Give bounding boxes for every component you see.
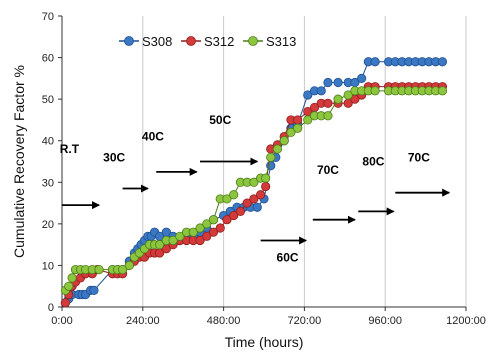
data-point (370, 86, 380, 96)
x-tick-label: 720:00 (288, 315, 322, 327)
data-point (261, 181, 271, 192)
y-tick-label: 0 (48, 302, 54, 314)
x-tick-label: 960:00 (368, 315, 402, 327)
stage-arrows (62, 157, 451, 245)
data-point (215, 223, 225, 233)
data-point (293, 123, 303, 133)
data-point (202, 231, 212, 241)
data-point (249, 194, 259, 204)
data-point (279, 136, 289, 146)
data-point (249, 177, 259, 187)
data-point (229, 210, 239, 221)
data-point (323, 77, 333, 88)
data-point (208, 215, 219, 225)
data-point (188, 227, 198, 237)
data-point (357, 73, 367, 83)
axes (61, 16, 466, 308)
tick-labels: 0 10 20 30 40 50 60 70 0:00 240:00 480:00 720:00 960… (42, 11, 486, 327)
data-point (175, 231, 185, 241)
y-tick-label: 20 (42, 219, 54, 231)
legend: S308 S312 S313 (119, 34, 296, 49)
data-point (256, 190, 266, 200)
stage-label: 50C (209, 113, 231, 127)
data-point (316, 86, 326, 96)
legend-label: S312 (204, 34, 234, 49)
data-point (67, 273, 77, 283)
data-point (208, 227, 219, 237)
data-point (195, 223, 205, 233)
stage-label: 40C (142, 130, 164, 144)
y-tick-label: 10 (42, 260, 54, 272)
stage-label: 70C (408, 151, 430, 165)
data-point (303, 115, 313, 125)
data-point (333, 77, 343, 88)
data-point (286, 127, 296, 137)
data-point (118, 264, 128, 275)
data-point (323, 111, 333, 121)
legend-label: S313 (266, 34, 296, 49)
data-point (261, 173, 271, 183)
legend-marker (186, 36, 196, 46)
y-tick-label: 50 (42, 94, 54, 106)
x-tick-label: 480:00 (207, 315, 241, 327)
legend-marker (124, 36, 134, 46)
data-point (272, 144, 283, 154)
data-point (323, 98, 333, 108)
data-point (242, 198, 252, 208)
stage-label: 60C (277, 250, 299, 264)
data-point (229, 190, 239, 200)
legend-label: S308 (142, 34, 172, 49)
data-point (293, 115, 303, 125)
data-point (333, 94, 343, 104)
data-point (64, 281, 74, 291)
data-point (195, 235, 205, 246)
y-tick-label: 40 (42, 136, 54, 148)
data-point (168, 235, 178, 246)
data-point (370, 57, 380, 67)
stage-label: R.T (60, 142, 80, 156)
x-tick-label: 240:00 (126, 315, 160, 327)
stage-label: 70C (317, 163, 339, 177)
data-point (303, 90, 313, 100)
data-point (124, 260, 134, 271)
data-point (252, 202, 262, 212)
x-axis-title: Time (hours) (225, 334, 304, 350)
stage-label: 30C (103, 151, 125, 165)
x-tick-label: 0:00 (51, 315, 72, 327)
data-point (222, 194, 232, 204)
data-point (343, 90, 353, 100)
legend-marker (248, 36, 258, 46)
stage-labels: R.T 30C 40C 50C 60C 70C 80C 70C (60, 113, 430, 264)
data-point (94, 264, 104, 275)
y-tick-label: 60 (42, 53, 54, 65)
y-axis-title: Cumulative Recovery Factor % (11, 65, 27, 258)
y-tick-label: 30 (42, 177, 54, 189)
data-point (437, 86, 448, 96)
data-point (202, 219, 212, 229)
data-point (235, 206, 246, 216)
data-series (60, 57, 448, 308)
data-point (437, 57, 448, 67)
series-s313 (60, 86, 448, 295)
stage-label: 80C (362, 155, 384, 169)
data-point (155, 240, 165, 250)
data-point (60, 298, 70, 308)
y-tick-label: 70 (42, 11, 54, 23)
data-point (222, 215, 232, 225)
data-point (89, 285, 99, 295)
x-tick-label: 1200:00 (446, 315, 486, 327)
data-point (266, 152, 276, 162)
